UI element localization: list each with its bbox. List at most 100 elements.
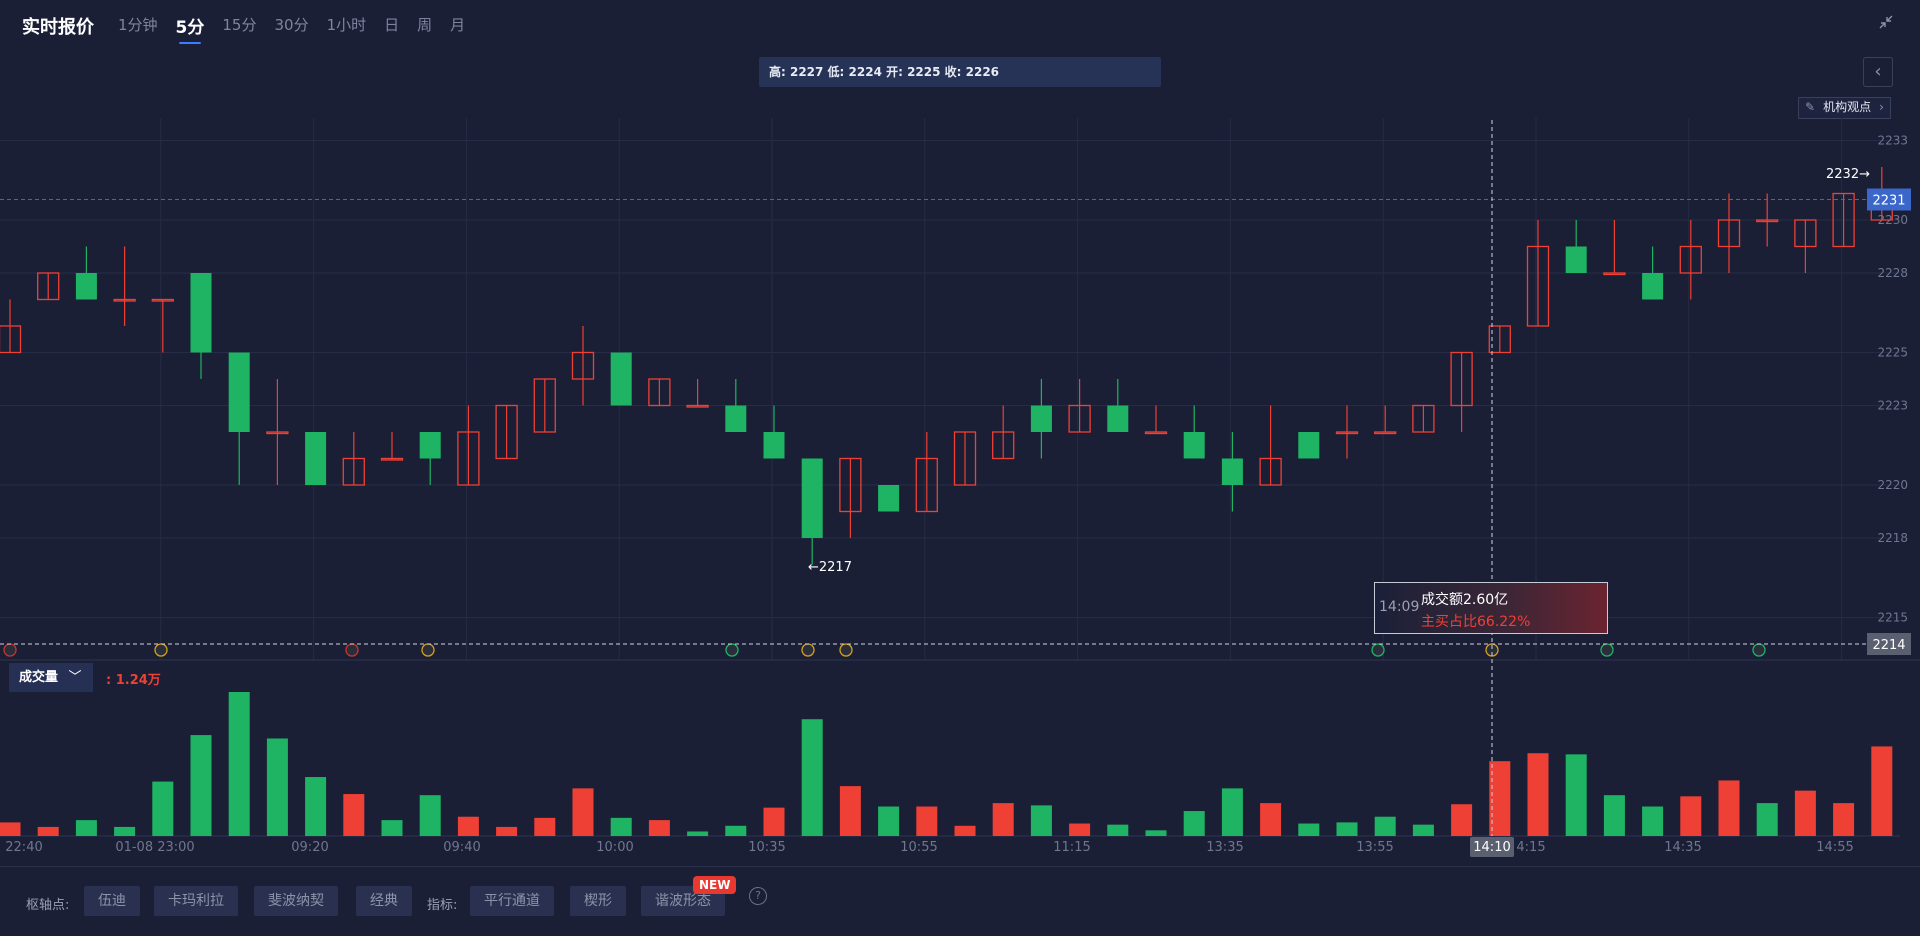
volume-bars xyxy=(0,692,1893,836)
volume-bar xyxy=(419,795,441,836)
candle-body-up xyxy=(686,404,709,408)
chevron-right-icon: › xyxy=(1879,100,1884,114)
pivot-camarilla-button[interactable]: 卡玛利拉 xyxy=(154,886,238,916)
candle-body-down xyxy=(610,352,632,406)
y-tick-label: 2215 xyxy=(1877,611,1908,625)
candle-body-down xyxy=(1565,246,1587,273)
volume-bar xyxy=(0,822,21,836)
candle-body-up xyxy=(457,431,480,486)
volume-bar xyxy=(457,816,479,836)
crosshair-time-label: 14:10 xyxy=(1473,840,1510,855)
x-tick-label: 11:15 xyxy=(1053,840,1090,855)
candle-body-down xyxy=(1298,432,1320,459)
candle-body-up xyxy=(1374,431,1397,435)
volume-bar xyxy=(305,777,327,836)
candle-body-down xyxy=(419,432,441,459)
candle-body-down xyxy=(190,273,212,353)
tab-1hour[interactable]: 1小时 xyxy=(326,16,367,34)
volume-bar xyxy=(1221,788,1243,836)
candle-body-up xyxy=(953,431,977,486)
x-tick-label: 01-08 23:00 xyxy=(115,840,194,855)
candle-body-down xyxy=(1107,405,1129,432)
crosshair-price-label: 2214 xyxy=(1872,638,1905,653)
candle-body-down xyxy=(1642,273,1664,300)
candle-body-down xyxy=(878,485,900,512)
event-marker-icon xyxy=(1752,643,1766,657)
candle-body-up xyxy=(1412,404,1435,433)
chart-note-icon: ✎ xyxy=(1805,100,1816,114)
pivot-fibonacci-button[interactable]: 斐波纳契 xyxy=(254,886,338,916)
y-tick-label: 2233 xyxy=(1877,134,1908,148)
bottom-toolbar xyxy=(0,866,1920,936)
volume-bar xyxy=(1145,830,1167,836)
volume-bar xyxy=(1069,823,1091,836)
tab-1min[interactable]: 1分钟 xyxy=(118,16,158,34)
x-axis-labels: 22:40 01-08 23:00 09:20 09:40 10:00 10:35 10:5… xyxy=(5,837,1854,857)
volume-bar xyxy=(648,820,670,836)
tab-5min[interactable]: 5分 xyxy=(176,13,204,44)
volume-bar xyxy=(152,781,174,836)
pivot-classic-button[interactable]: 经典 xyxy=(356,886,412,916)
candle-body-up xyxy=(266,431,289,435)
volume-bar xyxy=(878,806,900,836)
x-tick-label: 09:20 xyxy=(291,840,328,855)
x-tick-label: 22:40 xyxy=(5,840,42,855)
candlestick-chart[interactable]: 2233 2230 2228 2225 2223 2220 2218 2215 22:40 01… xyxy=(0,0,1920,860)
candle-body-up xyxy=(533,378,556,433)
candle-body-up xyxy=(151,298,174,302)
tab-month[interactable]: 月 xyxy=(450,16,466,34)
candle-body-up xyxy=(1144,431,1168,435)
candle-body-up xyxy=(0,325,22,354)
volume-bar xyxy=(1871,746,1893,836)
volume-bar xyxy=(190,735,212,836)
ohlc-summary: 高: 2227 低: 2224 开: 2225 收: 2226 xyxy=(759,57,1161,87)
tooltip-buy-ratio: 主买占比66.22% xyxy=(1421,614,1531,630)
help-icon[interactable]: ? xyxy=(749,887,767,905)
volume-bar xyxy=(381,820,403,836)
shrink-arrows-icon[interactable] xyxy=(1878,14,1894,34)
candle-body-down xyxy=(725,405,747,432)
candle-body-up xyxy=(839,457,862,513)
event-marker-icon xyxy=(1371,643,1385,657)
event-markers xyxy=(3,643,1766,657)
volume-bar xyxy=(1794,790,1816,836)
event-marker-icon xyxy=(1600,643,1614,657)
indicator-parallel-channel-button[interactable]: 平行通道 xyxy=(470,886,554,916)
volume-bar xyxy=(954,825,976,836)
y-tick-label: 2218 xyxy=(1877,531,1908,545)
volume-bar xyxy=(534,817,556,836)
candle-body-up xyxy=(1794,219,1817,248)
top-bar: 实时报价 1分钟 5分 15分 30分 1小时 日 周 月 xyxy=(0,0,1920,46)
crosshair-price-box xyxy=(1867,633,1911,655)
candle-body-up xyxy=(992,431,1015,460)
tab-week[interactable]: 周 xyxy=(417,16,433,34)
indicator-wedge-button[interactable]: 楔形 xyxy=(570,886,626,916)
volume-selector[interactable]: 成交量 ﹀ xyxy=(9,663,93,692)
institution-view-button[interactable]: ✎ 机构观点 › xyxy=(1798,97,1891,119)
chevron-left-icon[interactable]: ‹ xyxy=(1863,57,1893,87)
candle-body-down xyxy=(75,273,97,300)
candle-body-up xyxy=(1679,245,1702,274)
y-tick-label: 2228 xyxy=(1877,266,1908,280)
tab-15min[interactable]: 15分 xyxy=(222,16,257,34)
candle-body-up xyxy=(113,298,136,302)
tab-30min[interactable]: 30分 xyxy=(274,16,309,34)
x-tick-label: 13:55 xyxy=(1356,840,1393,855)
candle-body-up xyxy=(648,378,671,407)
chart-grid xyxy=(0,118,1920,837)
x-tick-label: 10:55 xyxy=(900,840,937,855)
candle-body-up xyxy=(1068,404,1091,433)
volume-bar xyxy=(725,825,747,836)
candle-body-down xyxy=(1183,432,1205,459)
volume-bar xyxy=(114,826,136,836)
tooltip-time: 14:09 xyxy=(1379,599,1420,615)
volume-bar xyxy=(763,807,785,836)
chevron-down-icon: ﹀ xyxy=(68,670,82,685)
pivot-woodie-button[interactable]: 伍迪 xyxy=(84,886,140,916)
tab-day[interactable]: 日 xyxy=(384,16,400,34)
candle-body-up xyxy=(1335,431,1359,435)
candle-body-up xyxy=(1717,219,1741,248)
volume-bar xyxy=(610,817,632,836)
candle-body-up xyxy=(342,457,365,486)
volume-bar xyxy=(1603,795,1625,836)
